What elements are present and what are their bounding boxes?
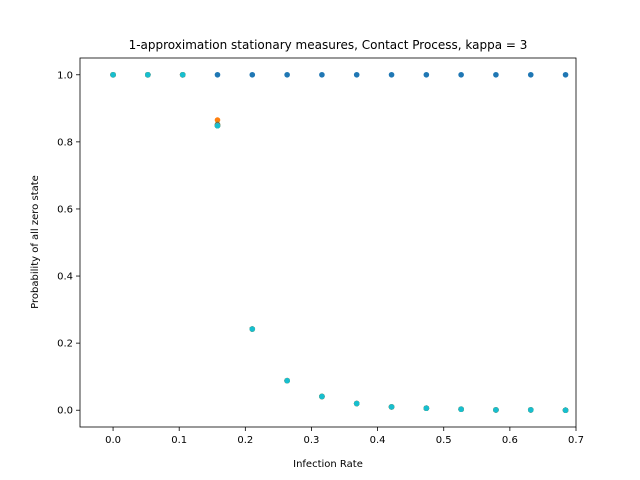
x-tick-label-4: 0.3: [304, 435, 320, 446]
data-point-series-1-9: [388, 71, 395, 78]
x-tick-label-5: 0.4: [370, 435, 386, 446]
data-point-series-10-2: [145, 71, 151, 78]
data-point-series-10-10: [423, 405, 430, 412]
x-tick-label-8: 0.7: [568, 435, 584, 446]
y-tick-label-3: 0.4: [57, 272, 73, 283]
data-point-series-1-11: [458, 71, 464, 78]
data-point-series-10-6: [284, 377, 290, 384]
data-point-series-10-11: [458, 406, 464, 413]
data-point-series-10-12: [493, 407, 499, 413]
data-point-series-2-4: [214, 117, 221, 123]
data-point-series-1-5: [249, 71, 256, 78]
data-point-series-10-3: [179, 71, 186, 78]
y-tick-label-6: 1.0: [57, 70, 73, 81]
y-tick-label-4: 0.6: [57, 204, 73, 215]
plot-area: 0.0 0.1 0.2 0.3 0.4 0.5 0.6 0.7 0.0 0.2 0.4 0.6 0.8 1…: [57, 57, 584, 446]
data-point-series-1-12: [493, 71, 499, 78]
data-point-series-1-4: [214, 71, 221, 78]
x-tick-label-6: 0.5: [436, 435, 452, 446]
x-tick-label-3: 0.2: [237, 435, 253, 446]
y-tick-label-1: 0.0: [57, 406, 73, 417]
data-point-series-10-4: [214, 122, 221, 129]
data-point-series-10-14: [562, 407, 569, 414]
x-tick-label-7: 0.6: [502, 435, 518, 446]
data-point-series-10-5: [249, 326, 256, 332]
data-point-series-10-1: [110, 71, 116, 78]
data-point-series-1-13: [527, 71, 534, 78]
x-tick-label-2: 0.1: [171, 435, 187, 446]
y-tick-label-5: 0.8: [57, 137, 73, 148]
data-point-series-10-9: [388, 404, 395, 410]
y-tick-label-2: 0.2: [57, 339, 73, 350]
data-point-series-1-8: [353, 71, 360, 78]
data-point-series-10-13: [527, 407, 534, 413]
data-point-series-1-14: [562, 71, 569, 78]
x-axis-label: Infection Rate: [293, 459, 363, 470]
data-point-series-1-6: [284, 71, 290, 78]
data-point-series-1-10: [423, 71, 430, 78]
data-point-series-10-8: [353, 400, 360, 407]
data-point-series-10-7: [319, 393, 325, 400]
x-tick-label-1: 0.0: [105, 435, 121, 446]
axes-frame: [79, 57, 577, 428]
y-axis-label: Probability of all zero state: [30, 175, 41, 309]
data-point-series-1-7: [319, 71, 325, 78]
chart-title: 1-approximation stationary measures, Con…: [129, 38, 528, 52]
